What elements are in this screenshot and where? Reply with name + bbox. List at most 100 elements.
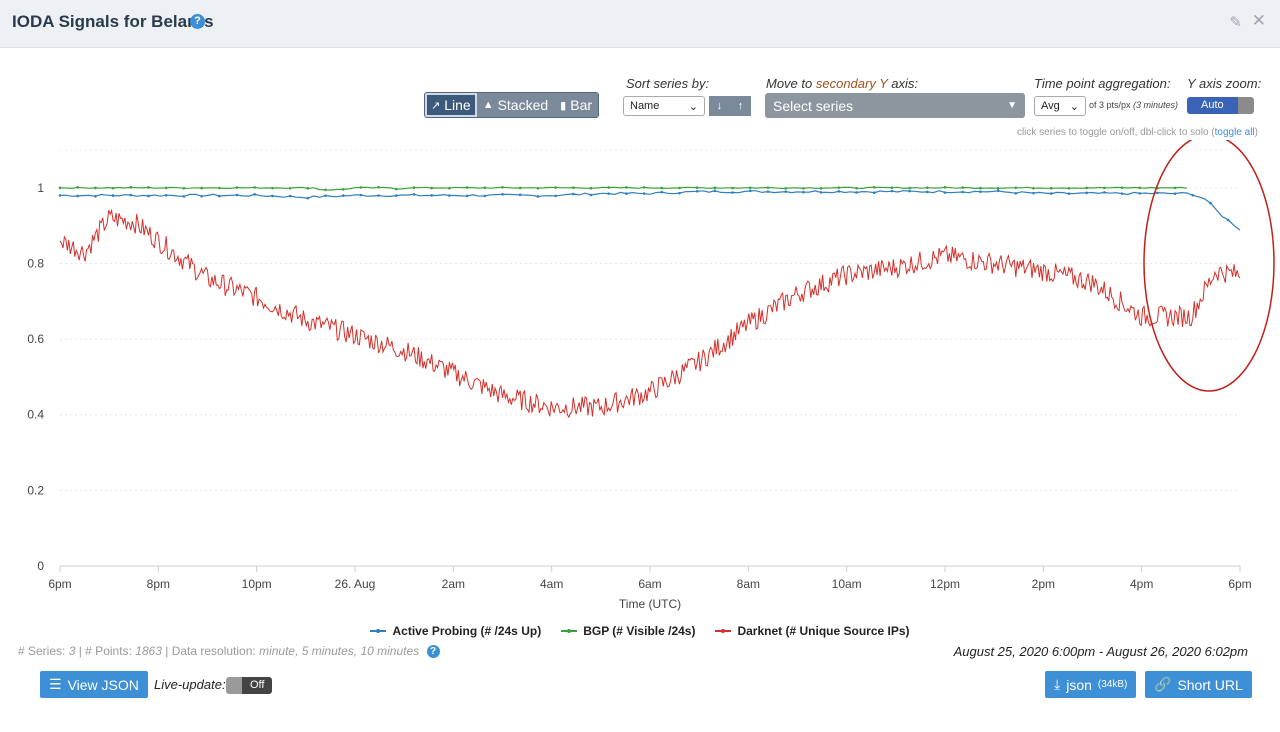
series-point [908, 189, 911, 193]
close-icon[interactable]: ✕ [1251, 11, 1266, 30]
toggle-knob [1237, 97, 1254, 114]
legend-item-darknet[interactable]: Darknet (# Unique Source IPs) [715, 624, 910, 638]
series-point [996, 187, 1000, 190]
series-point [996, 189, 1000, 193]
series-point [872, 191, 876, 195]
series-point [607, 186, 610, 189]
chart-grid [60, 149, 1240, 567]
series-hint: click series to toggle on/off, dbl-click… [1017, 127, 1258, 138]
series-point [749, 189, 752, 193]
series-point [1049, 186, 1053, 190]
line-chart-icon: ↗ [431, 99, 441, 112]
legend-swatch [370, 629, 387, 633]
series-point [1226, 218, 1230, 222]
edit-icon[interactable]: ✎ [1229, 14, 1242, 31]
x-tick-label: 6pm [48, 577, 71, 591]
x-tick-label: 10am [832, 577, 862, 591]
series-point [518, 193, 522, 197]
chart-legend: Active Probing (# /24s Up) BGP (# Visibl… [0, 624, 1280, 638]
aggregation-select[interactable]: Avg ⌄ [1034, 96, 1086, 116]
series-point [536, 195, 540, 198]
line-view-button[interactable]: ↗ Line [425, 93, 477, 117]
series-point [766, 186, 770, 189]
aggregation-note: of 3 pts/px (3 minutes) [1089, 100, 1178, 110]
legend-label: Active Probing (# /24s Up) [392, 624, 542, 638]
help-icon[interactable]: ? [190, 14, 205, 29]
sort-down-button[interactable]: ↓ [709, 96, 730, 116]
view-json-label: View JSON [67, 676, 139, 693]
series-point [926, 190, 929, 194]
series-point [572, 186, 575, 189]
series-point [430, 186, 434, 190]
series-point [837, 190, 841, 193]
toggle-all-link[interactable]: toggle all [1214, 127, 1255, 138]
legend-item-bgp[interactable]: BGP (# Visible /24s) [561, 624, 695, 638]
series-point [1103, 186, 1106, 190]
y-tick-label: 1 [37, 181, 44, 195]
series-point [660, 186, 664, 190]
series-point [713, 189, 717, 193]
series-point [589, 193, 593, 197]
view-json-button[interactable]: ☰ View JSON [40, 671, 148, 698]
series-point [412, 193, 416, 196]
series-line-0[interactable] [59, 189, 1241, 231]
series-point [253, 192, 256, 196]
x-tick-label: 8am [737, 577, 760, 591]
page-title: IODA Signals for Belarus [12, 12, 214, 31]
series-point [76, 185, 79, 189]
bar-chart-icon: ▮ [560, 99, 567, 112]
series-point [1138, 192, 1141, 195]
sort-label: Sort series by: [626, 76, 710, 91]
stacked-view-button[interactable]: ▲ Stacked [476, 93, 555, 117]
series-point [908, 186, 911, 190]
series-point [306, 187, 310, 190]
series-select[interactable]: Select series ▼ [765, 93, 1025, 118]
chart-axes: 0 0.2 0.4 0.6 0.8 1 6pm 8pm 10pm 26. Aug 2am 4am 6am… [27, 181, 1251, 611]
series-point [890, 189, 894, 193]
link-icon: 🔗 [1154, 676, 1172, 692]
series-line-1[interactable] [59, 186, 1187, 191]
live-update-value: Off [242, 677, 273, 694]
series-point [465, 186, 469, 189]
x-axis-title: Time (UTC) [619, 597, 681, 611]
series-point [1138, 186, 1141, 190]
series-point [182, 186, 186, 190]
series-point [607, 192, 610, 195]
sort-select[interactable]: Name ⌄ [623, 96, 705, 116]
help-icon[interactable]: ? [426, 645, 440, 659]
y-tick-label: 0 [37, 559, 44, 573]
series-point [695, 186, 699, 189]
aggregation-select-value: Avg [1041, 100, 1060, 112]
yzoom-label: Y axis zoom: [1187, 76, 1262, 91]
x-tick-label: 6am [638, 577, 661, 591]
series-point [554, 194, 557, 198]
series-point [819, 191, 823, 194]
bar-view-button[interactable]: ▮ Bar [554, 93, 599, 117]
series-point [395, 187, 398, 191]
download-json-button[interactable]: ⤓ json (34kB) [1045, 671, 1137, 698]
series-point [324, 188, 327, 192]
yzoom-toggle[interactable]: Auto [1187, 97, 1254, 114]
json-button-label: json [1066, 676, 1092, 693]
yzoom-value: Auto [1187, 97, 1238, 114]
signals-chart: 0 0.2 0.4 0.6 0.8 1 6pm 8pm 10pm 26. Aug 2am 4am 6am… [27, 140, 1275, 611]
series-point [731, 191, 734, 194]
live-update-label: Live-update: [154, 677, 226, 692]
series-point [164, 193, 168, 197]
series-point [288, 194, 292, 198]
series-line-2[interactable] [59, 208, 1241, 419]
legend-item-active-probing[interactable]: Active Probing (# /24s Up) [370, 624, 541, 638]
short-url-button[interactable]: 🔗 Short URL [1145, 671, 1252, 698]
y-tick-label: 0.2 [27, 483, 44, 497]
series-point [695, 190, 699, 193]
series-point [784, 187, 787, 190]
live-update-toggle[interactable]: Off [226, 677, 273, 694]
series-point [1120, 192, 1124, 195]
chart-series[interactable] [58, 185, 1241, 419]
series-point [1014, 186, 1018, 190]
y-tick-label: 0.4 [27, 408, 44, 422]
series-point [430, 194, 434, 197]
series-point [218, 186, 221, 190]
sort-up-button[interactable]: ↑ [730, 96, 751, 116]
series-point [926, 186, 929, 189]
